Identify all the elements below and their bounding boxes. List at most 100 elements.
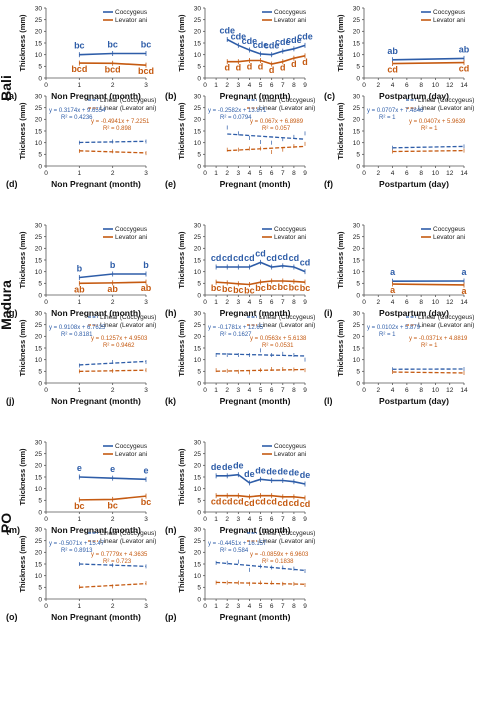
x-tick-label: 10 <box>432 299 440 306</box>
significance-label: cd <box>278 498 289 508</box>
x-tick-label: 2 <box>111 299 115 306</box>
trend-equation-levator: y = 0.067x + 6.8989 <box>250 119 304 125</box>
x-tick-label: 8 <box>419 82 423 89</box>
significance-label: a <box>390 267 396 277</box>
trend-r2-coccygeus: R² = 0.1627 <box>220 332 252 338</box>
legend-label-coccygeus: Coccygeus <box>274 226 307 233</box>
y-tick-label: 15 <box>35 257 43 264</box>
significance-label: a <box>461 267 467 277</box>
significance-label: cde <box>264 41 280 51</box>
x-tick-label: 1 <box>214 387 218 394</box>
x-tick-label: 0 <box>362 387 366 394</box>
significance-label: bc <box>278 282 289 292</box>
x-axis-label: Pregnant (month) <box>220 308 291 318</box>
x-axis-label: Pregnant (month) <box>220 91 291 101</box>
significance-label: bc <box>289 282 300 292</box>
y-tick-label: 30 <box>35 5 43 12</box>
significance-label: cd <box>211 253 222 263</box>
legend-label-lin_levator: Linear (Levator ani) <box>259 322 315 329</box>
x-tick-label: 9 <box>303 516 307 523</box>
x-tick-label: 6 <box>270 170 274 177</box>
x-tick-label: 0 <box>44 299 48 306</box>
x-tick-label: 2 <box>111 82 115 89</box>
trendline-coccygeus <box>392 145 465 149</box>
significance-label: cde <box>297 31 313 41</box>
legend-label-levator: Levator ani <box>433 17 465 24</box>
x-tick-label: 6 <box>405 387 409 394</box>
y-tick-label: 5 <box>356 369 360 376</box>
legend-label-lin_levator: Linear (Levator ani) <box>100 105 156 112</box>
x-tick-label: 10 <box>432 82 440 89</box>
y-tick-label: 10 <box>353 357 361 364</box>
significance-label: ab <box>107 284 118 294</box>
y-axis-label: Thickness (mm) <box>177 448 186 506</box>
y-tick-label: 20 <box>353 246 361 253</box>
y-tick-label: 0 <box>38 75 42 82</box>
x-axis-label: Non Pregnant (month) <box>51 308 141 318</box>
significance-label: cde <box>242 36 258 46</box>
y-tick-label: 5 <box>38 152 42 159</box>
x-tick-label: 2 <box>376 82 380 89</box>
y-axis-label: Thickness (mm) <box>18 319 27 377</box>
panel-label: (f) <box>324 179 333 189</box>
significance-label: de <box>255 465 266 475</box>
y-tick-label: 15 <box>194 345 202 352</box>
trend-r2-levator: R² = 1 <box>421 343 438 349</box>
trend-r2-coccygeus: R² = 0.584 <box>220 548 249 554</box>
significance-label: b <box>77 264 83 274</box>
y-tick-label: 30 <box>194 310 202 317</box>
x-tick-label: 6 <box>405 170 409 177</box>
x-tick-label: 5 <box>259 170 263 177</box>
x-tick-label: 2 <box>111 170 115 177</box>
legend-label-lin_coccygeus: Linear (Coccygeus) <box>259 530 315 537</box>
trend-equation-levator: y = -0.0859x + 6.9603 <box>250 552 309 558</box>
y-tick-label: 5 <box>356 64 360 71</box>
y-tick-label: 25 <box>194 234 202 241</box>
x-tick-label: 6 <box>270 516 274 523</box>
significance-label: bc <box>141 497 152 507</box>
x-axis-label: Non Pregnant (month) <box>51 396 141 406</box>
trend-r2-levator: R² = 0.057 <box>262 126 291 132</box>
y-tick-label: 25 <box>194 322 202 329</box>
y-tick-label: 15 <box>35 40 43 47</box>
y-axis-label: Thickness (mm) <box>177 14 186 72</box>
x-tick-label: 5 <box>259 387 263 394</box>
x-tick-label: 2 <box>225 516 229 523</box>
y-tick-label: 15 <box>194 40 202 47</box>
legend-label-lin_coccygeus: Linear (Coccygeus) <box>418 314 474 321</box>
significance-label: d <box>258 62 264 72</box>
x-tick-label: 7 <box>281 387 285 394</box>
y-tick-label: 15 <box>35 474 43 481</box>
y-tick-label: 30 <box>35 439 43 446</box>
legend-label-lin_coccygeus: Linear (Coccygeus) <box>418 97 474 104</box>
x-tick-label: 14 <box>460 299 468 306</box>
x-tick-label: 6 <box>405 82 409 89</box>
y-tick-label: 25 <box>194 17 202 24</box>
y-tick-label: 10 <box>35 486 43 493</box>
x-tick-label: 7 <box>281 603 285 610</box>
x-tick-label: 1 <box>78 603 82 610</box>
legend-label-levator: Levator ani <box>274 451 306 458</box>
x-tick-label: 7 <box>281 299 285 306</box>
y-tick-label: 10 <box>35 357 43 364</box>
significance-label: bc <box>74 41 85 51</box>
trendline-levator <box>227 145 306 152</box>
x-axis-label: Non Pregnant (month) <box>51 525 141 535</box>
x-tick-label: 9 <box>303 82 307 89</box>
x-tick-label: 3 <box>144 516 148 523</box>
significance-label: de <box>233 461 244 471</box>
significance-label: cd <box>459 64 470 74</box>
x-axis-label: Pregnant (month) <box>220 179 291 189</box>
x-tick-label: 1 <box>214 603 218 610</box>
trendline-coccygeus <box>216 353 306 357</box>
legend-label-levator: Levator ani <box>115 17 147 24</box>
significance-label: cde <box>286 35 302 45</box>
significance-label: d <box>224 63 230 73</box>
significance-label: cd <box>233 497 244 507</box>
trend-equation-coccygeus: y = 0.0102x + 5.879 <box>367 325 421 331</box>
y-tick-label: 5 <box>38 369 42 376</box>
y-tick-label: 15 <box>194 561 202 568</box>
y-axis-label: Thickness (mm) <box>336 231 345 289</box>
panel-o: 0 5 10 15 20 25 30 0 1 2 3 Thickness (mm) Non Pregna… <box>6 526 156 622</box>
